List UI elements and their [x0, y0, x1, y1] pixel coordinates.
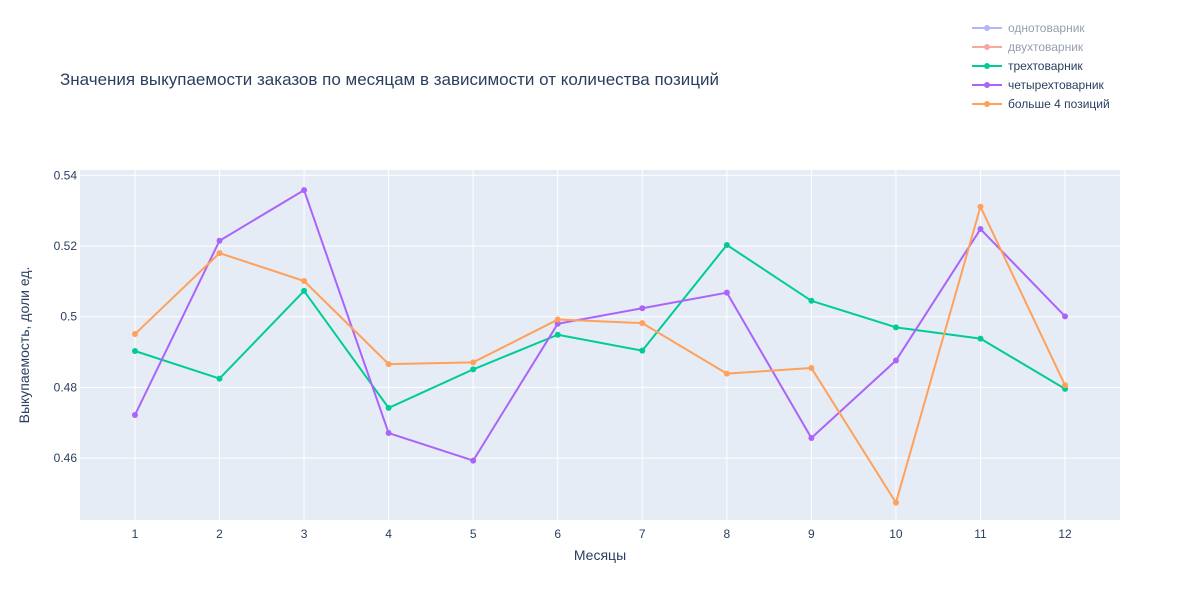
legend-label: двухтоварник: [1008, 40, 1084, 54]
x-tick-label: 11: [974, 527, 987, 541]
data-point[interactable]: [554, 331, 561, 338]
data-point[interactable]: [892, 499, 899, 506]
data-point[interactable]: [892, 324, 899, 331]
data-point[interactable]: [470, 359, 477, 366]
legend-swatch-marker: [984, 82, 990, 88]
series-lines: [131, 187, 1069, 506]
legend-label: однотоварник: [1008, 21, 1085, 35]
y-tick-label: 0.48: [54, 380, 78, 394]
data-point[interactable]: [723, 370, 730, 377]
data-point[interactable]: [301, 187, 308, 194]
data-point[interactable]: [385, 404, 392, 411]
legend[interactable]: однотоварник двухтоварник трехтоварник четы…: [972, 21, 1110, 111]
plot-background: [80, 170, 1120, 520]
series-3: [131, 187, 1069, 464]
data-point[interactable]: [131, 412, 138, 418]
axis-ticks: 1 2 3 4 5 6 7 8 9 10 11 120.460.480.50.520.54: [54, 168, 1072, 541]
x-tick-label: 1: [132, 527, 139, 541]
data-point[interactable]: [301, 287, 308, 294]
data-point[interactable]: [977, 203, 984, 210]
data-point[interactable]: [470, 366, 477, 373]
x-tick-label: 6: [554, 527, 561, 541]
data-point[interactable]: [385, 430, 392, 437]
series-line: [134, 205, 1066, 504]
data-point[interactable]: [977, 226, 984, 233]
legend-swatch-marker: [984, 44, 990, 50]
data-point[interactable]: [216, 250, 223, 257]
data-point[interactable]: [639, 320, 646, 327]
legend-item[interactable]: больше 4 позиций: [972, 97, 1110, 111]
legend-label: четырехтоварник: [1008, 78, 1105, 92]
x-tick-label: 2: [216, 527, 223, 541]
data-point[interactable]: [639, 305, 646, 312]
y-tick-label: 0.5: [60, 310, 77, 324]
x-tick-label: 5: [470, 527, 477, 541]
x-tick-label: 3: [301, 527, 308, 541]
data-point[interactable]: [808, 297, 815, 304]
series-line: [134, 243, 1066, 409]
x-tick-label: 8: [723, 527, 730, 541]
chart-title: Значения выкупаемости заказов по месяцам…: [60, 70, 719, 89]
x-axis-label: Месяцы: [574, 547, 626, 563]
legend-item[interactable]: однотоварник: [972, 21, 1085, 35]
legend-swatch-marker: [984, 25, 990, 31]
data-point[interactable]: [723, 289, 730, 296]
series-4: [131, 203, 1069, 506]
legend-item[interactable]: четырехтоварник: [972, 78, 1105, 92]
data-point[interactable]: [1062, 382, 1069, 389]
data-point[interactable]: [1062, 313, 1069, 320]
data-point[interactable]: [470, 457, 477, 464]
legend-label: трехтоварник: [1008, 59, 1083, 73]
data-point[interactable]: [131, 348, 138, 355]
y-tick-label: 0.46: [54, 451, 78, 465]
series-line: [134, 189, 1066, 462]
data-point[interactable]: [892, 357, 899, 364]
data-point[interactable]: [216, 375, 223, 382]
data-point[interactable]: [977, 335, 984, 342]
y-tick-label: 0.54: [54, 168, 78, 182]
x-tick-label: 10: [889, 527, 903, 541]
data-point[interactable]: [554, 316, 561, 323]
y-tick-label: 0.52: [54, 239, 78, 253]
legend-swatch-marker: [984, 63, 990, 69]
x-tick-label: 4: [385, 527, 392, 541]
data-point[interactable]: [131, 331, 138, 338]
data-point[interactable]: [385, 361, 392, 368]
legend-item[interactable]: двухтоварник: [972, 40, 1084, 54]
data-point[interactable]: [808, 364, 815, 371]
y-axis-label: Выкупаемость, доли ед.: [16, 267, 32, 424]
data-point[interactable]: [216, 237, 223, 244]
legend-swatch-marker: [984, 101, 990, 107]
legend-item[interactable]: трехтоварник: [972, 59, 1083, 73]
x-tick-label: 9: [808, 527, 815, 541]
x-tick-label: 7: [639, 527, 646, 541]
data-point[interactable]: [808, 434, 815, 441]
legend-label: больше 4 позиций: [1008, 97, 1110, 111]
data-point[interactable]: [301, 278, 308, 285]
data-point[interactable]: [639, 347, 646, 354]
series-2: [131, 241, 1069, 411]
data-point[interactable]: [554, 320, 561, 327]
data-point[interactable]: [723, 241, 730, 248]
x-tick-label: 12: [1058, 527, 1072, 541]
